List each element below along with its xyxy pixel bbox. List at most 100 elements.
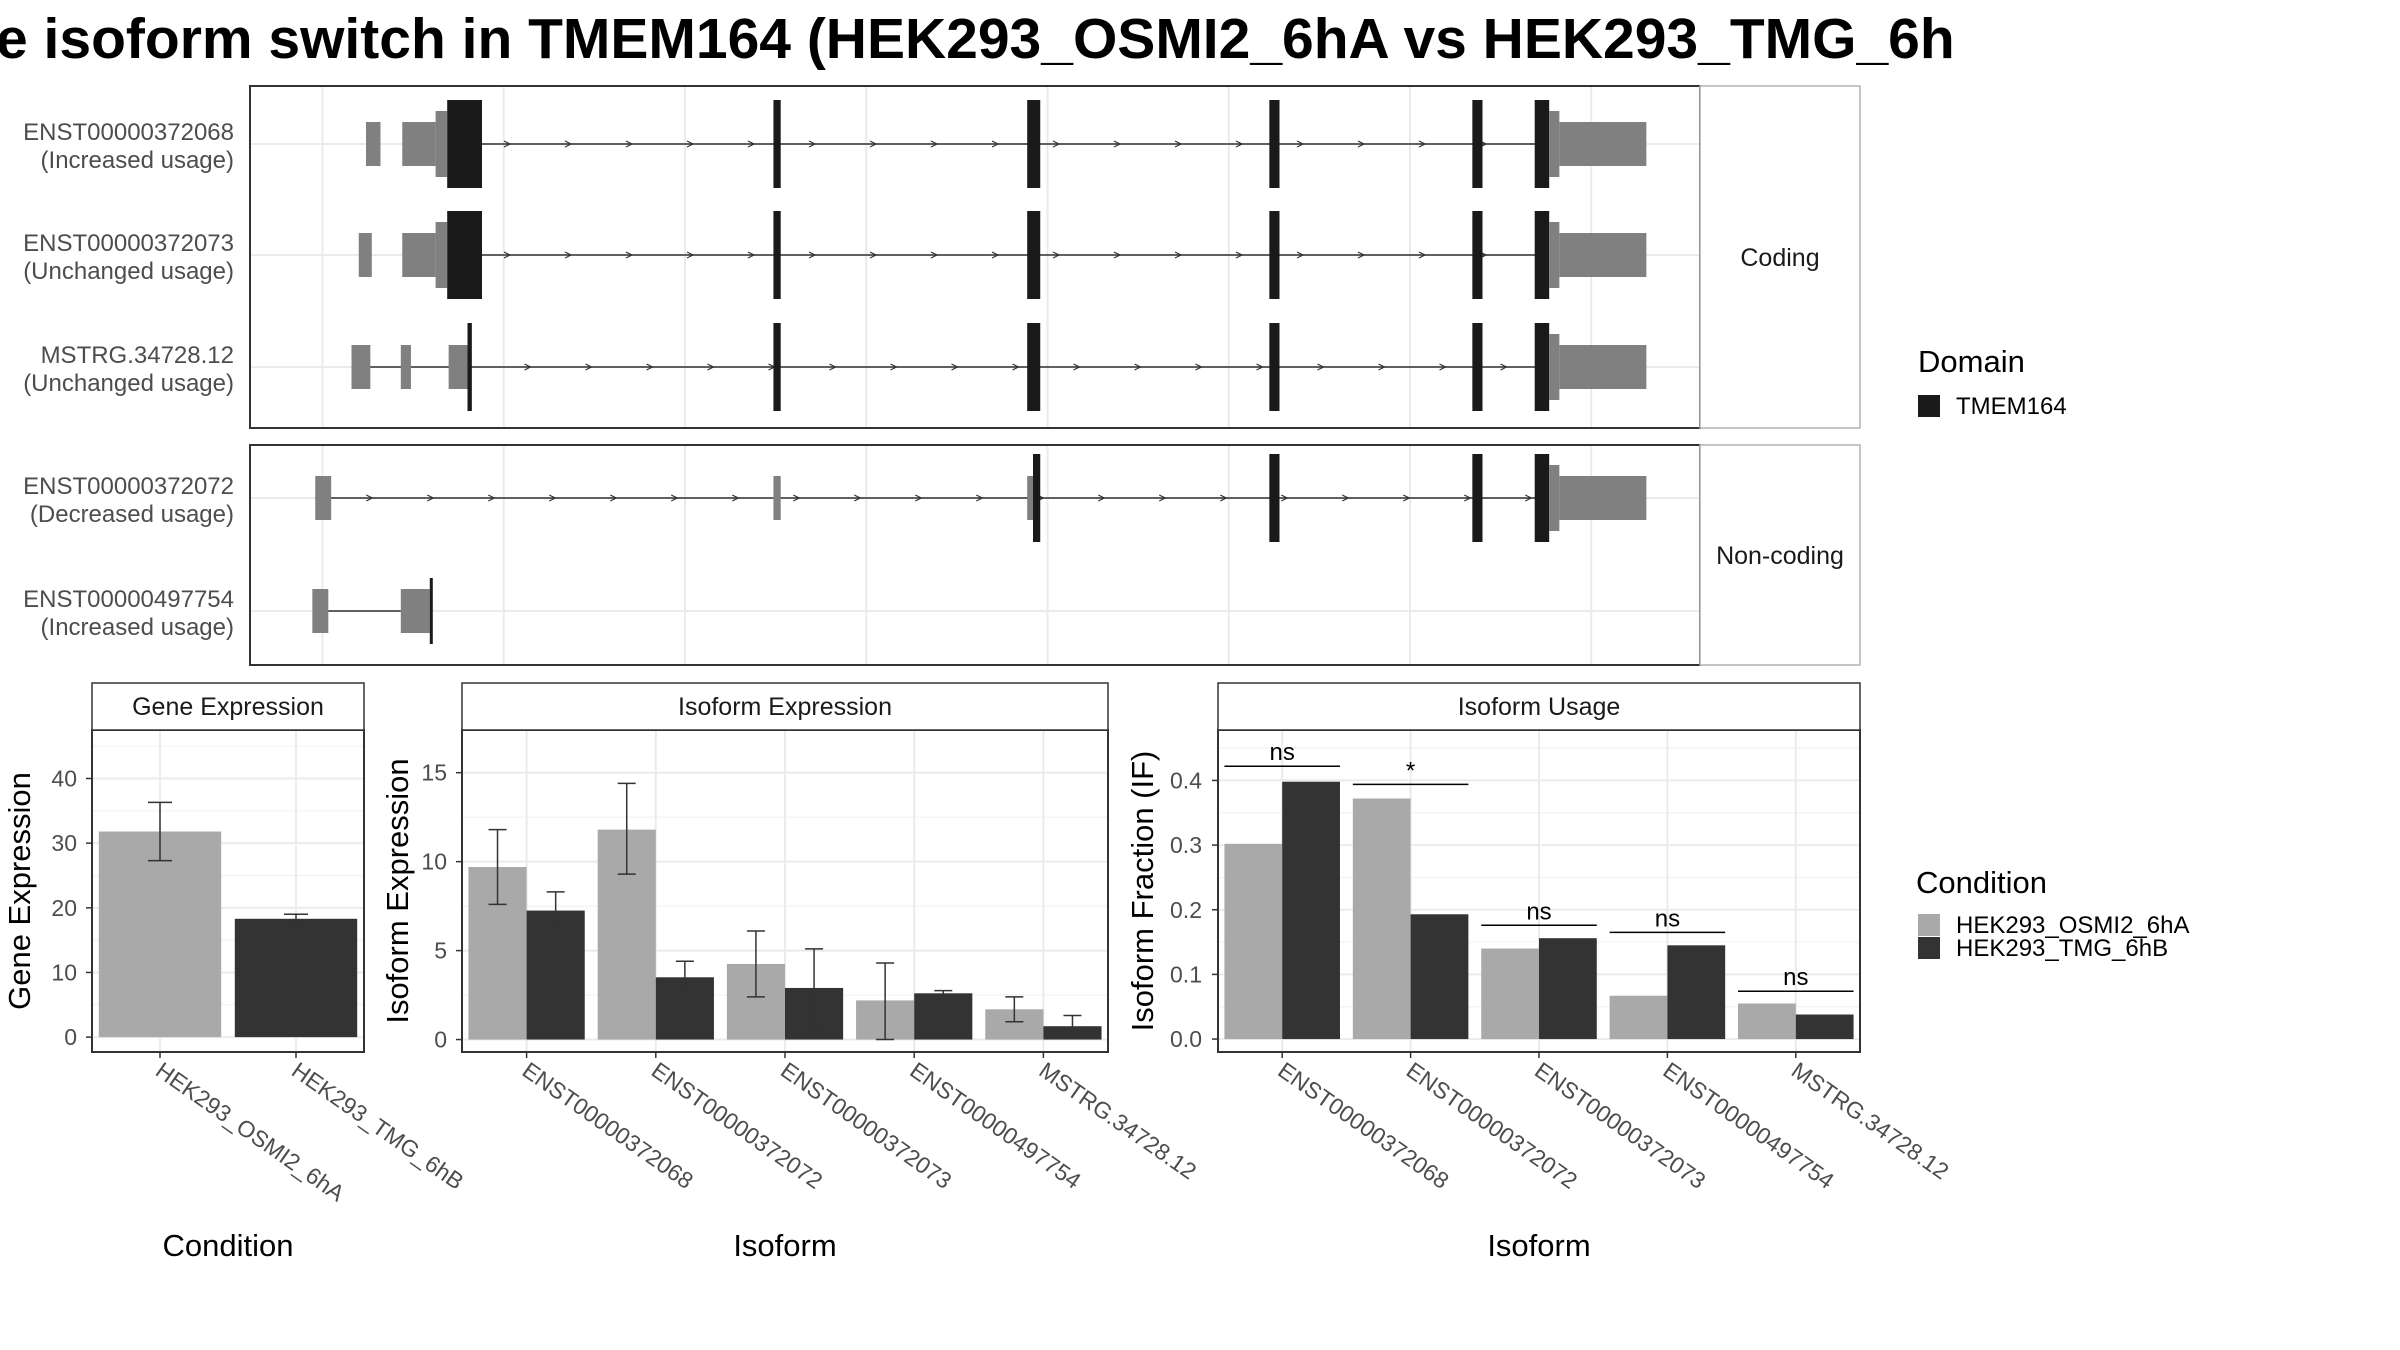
utr-exon bbox=[351, 345, 371, 389]
direction-arrow bbox=[1418, 140, 1427, 148]
bar bbox=[1352, 798, 1411, 1040]
direction-arrow bbox=[1256, 363, 1264, 371]
transcript-usage-label: (Increased usage) bbox=[41, 614, 234, 641]
direction-arrow bbox=[1174, 251, 1183, 259]
domain-legend: Domain TMEM164 bbox=[1918, 344, 2067, 420]
utr-exon bbox=[1559, 122, 1647, 166]
cds-exon bbox=[773, 100, 781, 188]
cds-exon bbox=[1269, 100, 1280, 188]
structure-panel-bg bbox=[250, 445, 1700, 665]
facet-strip-label: Gene Expression bbox=[132, 693, 324, 721]
direction-arrow bbox=[1463, 494, 1472, 502]
direction-arrow bbox=[646, 363, 654, 371]
y-tick-label: 20 bbox=[51, 895, 77, 921]
direction-arrow bbox=[1158, 494, 1167, 502]
cds-exon bbox=[447, 100, 482, 188]
cds-exon bbox=[1027, 100, 1041, 188]
direction-arrow bbox=[487, 494, 496, 502]
y-tick-label: 15 bbox=[421, 760, 447, 786]
significance-label: * bbox=[1406, 757, 1415, 784]
bar bbox=[914, 993, 973, 1040]
cds-exon bbox=[1472, 323, 1483, 411]
y-tick-label: 10 bbox=[421, 849, 447, 875]
transcript-name-label: ENST00000372072 bbox=[23, 473, 234, 500]
direction-arrow bbox=[524, 363, 532, 371]
direction-arrow bbox=[1317, 363, 1325, 371]
direction-arrow bbox=[747, 140, 756, 148]
y-axis-title: Isoform Expression bbox=[380, 758, 415, 1023]
utr-exon bbox=[1027, 476, 1033, 520]
x-axis-title: Condition bbox=[163, 1228, 294, 1263]
cds-exon bbox=[773, 211, 781, 299]
direction-arrow bbox=[1113, 140, 1122, 148]
cds-exon bbox=[1534, 211, 1550, 299]
direction-arrow bbox=[1012, 363, 1020, 371]
structure-strip bbox=[1699, 444, 1861, 666]
cds-exon bbox=[1534, 323, 1550, 411]
facet-strip-label: Isoform Expression bbox=[678, 693, 892, 721]
direction-arrow bbox=[1500, 363, 1508, 371]
direction-arrow bbox=[930, 140, 939, 148]
condition-legend-swatch bbox=[1918, 937, 1940, 959]
domain-legend-swatch bbox=[1918, 395, 1940, 417]
direction-arrow bbox=[808, 140, 817, 148]
direction-arrow bbox=[1134, 363, 1142, 371]
utr-exon bbox=[1559, 233, 1647, 277]
direction-arrow bbox=[869, 140, 878, 148]
direction-arrow bbox=[625, 140, 634, 148]
structure-strip-label: Non-coding bbox=[1716, 542, 1844, 570]
y-tick-label: 40 bbox=[51, 765, 77, 791]
direction-arrow bbox=[1341, 494, 1350, 502]
significance-label: ns bbox=[1270, 739, 1295, 766]
domain-legend-label: TMEM164 bbox=[1956, 393, 2067, 420]
bar bbox=[234, 918, 358, 1038]
significance-label: ns bbox=[1783, 964, 1808, 991]
x-axis-title: Isoform bbox=[1487, 1228, 1590, 1263]
direction-arrow bbox=[951, 363, 959, 371]
cds-exon bbox=[429, 578, 433, 644]
direction-arrow bbox=[548, 494, 557, 502]
bar bbox=[1667, 945, 1726, 1040]
x-axis-title: Isoform bbox=[733, 1228, 836, 1263]
utr-exon bbox=[773, 476, 781, 520]
y-axis-title: Isoform Fraction (IF) bbox=[1125, 751, 1160, 1032]
cds-exon bbox=[1027, 211, 1041, 299]
direction-arrow bbox=[707, 363, 715, 371]
transcript-ENST00000372068: ENST00000372068(Increased usage) bbox=[23, 100, 1647, 188]
structure-strip bbox=[1699, 85, 1861, 429]
direction-arrow bbox=[625, 251, 634, 259]
direction-arrow bbox=[869, 251, 878, 259]
transcript-ENST00000372072: ENST00000372072(Decreased usage) bbox=[23, 454, 1647, 542]
direction-arrow bbox=[1280, 494, 1289, 502]
direction-arrow bbox=[1296, 251, 1305, 259]
bar bbox=[1282, 781, 1340, 1040]
condition-legend-label: HEK293_OSMI2_6hA bbox=[1956, 912, 2189, 939]
direction-arrow bbox=[670, 494, 679, 502]
cds-exon bbox=[1269, 211, 1280, 299]
cds-exon bbox=[1027, 323, 1041, 411]
significance-label: ns bbox=[1655, 905, 1680, 932]
bar-chart-panels: 010203040HEK293_OSMI2_6hAHEK293_TMG_6hBG… bbox=[2, 682, 1954, 1263]
bar bbox=[1481, 948, 1539, 1040]
condition-legend-title: Condition bbox=[1916, 865, 2047, 900]
direction-arrow bbox=[1296, 140, 1305, 148]
bar bbox=[1738, 1003, 1796, 1040]
y-tick-label: 0 bbox=[64, 1024, 77, 1050]
transcript-name-label: ENST00000372068 bbox=[23, 119, 234, 146]
direction-arrow bbox=[747, 251, 756, 259]
direction-arrow bbox=[1073, 363, 1081, 371]
direction-arrow bbox=[503, 251, 512, 259]
utr-exon bbox=[366, 122, 381, 166]
direction-arrow bbox=[1174, 140, 1183, 148]
direction-arrow bbox=[1052, 140, 1061, 148]
transcript-usage-label: (Decreased usage) bbox=[30, 501, 234, 528]
direction-arrow bbox=[686, 140, 695, 148]
bar bbox=[98, 831, 222, 1038]
direction-arrow bbox=[1418, 251, 1427, 259]
direction-arrow bbox=[426, 494, 435, 502]
direction-arrow bbox=[1052, 251, 1061, 259]
direction-arrow bbox=[609, 494, 618, 502]
cds-exon bbox=[1534, 454, 1550, 542]
direction-arrow bbox=[1235, 251, 1244, 259]
